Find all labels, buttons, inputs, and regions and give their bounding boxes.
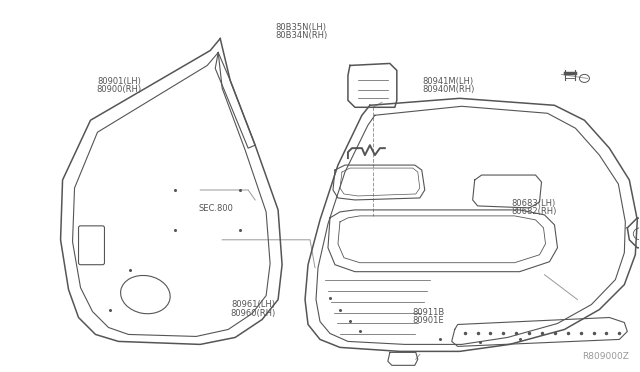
Text: 80901(LH): 80901(LH) [97,77,141,86]
Text: R809000Z: R809000Z [582,352,629,361]
Text: 80940M(RH): 80940M(RH) [422,85,474,94]
Text: SEC.800: SEC.800 [198,204,234,213]
Text: 80911B: 80911B [413,308,445,317]
Text: 80900(RH): 80900(RH) [96,85,141,94]
Text: 80960(RH): 80960(RH) [230,310,275,318]
Text: 80B34N(RH): 80B34N(RH) [275,31,328,41]
Text: 80B35N(LH): 80B35N(LH) [275,23,326,32]
Text: 80941M(LH): 80941M(LH) [422,77,474,86]
Text: 80901E: 80901E [413,316,444,325]
Text: 80961(LH): 80961(LH) [231,300,275,309]
Text: 80682(RH): 80682(RH) [511,208,557,217]
Text: 80683(LH): 80683(LH) [511,199,556,208]
